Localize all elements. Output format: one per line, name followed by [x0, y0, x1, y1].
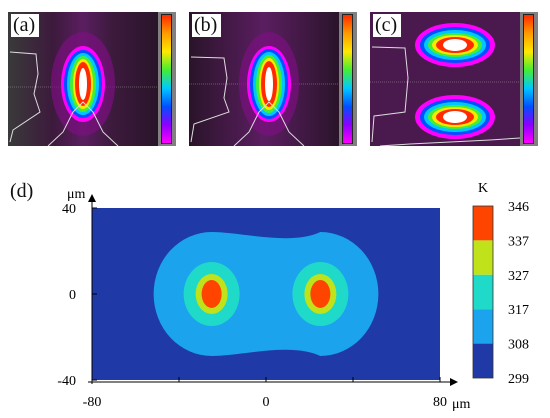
temperature-heatmap: -80 0 80 40 0 -40 μm μm K 346 337 327 317 308 299	[57, 181, 529, 412]
colorbar-tick-label: 299	[508, 372, 529, 387]
y-tick-label: 0	[69, 288, 76, 303]
thermal-image-a	[8, 12, 158, 146]
colorbar-a	[161, 14, 172, 144]
x-axis-unit: μm	[452, 397, 471, 412]
panel-label-c: (c)	[373, 14, 402, 37]
contour-337-346-spot-2	[310, 280, 331, 308]
colorbar-segment	[473, 274, 493, 310]
x-tick-label: 80	[433, 395, 447, 410]
colorbar-tick-label: 346	[508, 200, 529, 215]
colorbar-c	[523, 14, 534, 144]
contour-337-346-spot-1	[201, 280, 222, 308]
y-axis-unit: μm	[67, 187, 86, 202]
panel-label-a: (a)	[11, 14, 40, 37]
x-tick-label: 0	[263, 395, 270, 410]
colorbar-tick-label: 327	[508, 269, 529, 284]
panel-label-d: (d)	[10, 180, 34, 202]
hot-spot-bottom	[415, 95, 495, 139]
colorbar-unit: K	[478, 181, 488, 196]
colorbar-tick-label: 337	[508, 234, 529, 249]
colorbar-b	[342, 14, 353, 144]
x-tick-label: -80	[83, 395, 102, 410]
thermal-panel-b: (b)	[189, 12, 357, 146]
colorbar-border	[472, 205, 494, 379]
colorbar-segment	[473, 343, 493, 378]
temperature-colorbar: 346 337 327 317 308 299	[472, 200, 529, 387]
colorbar-tick-label: 317	[508, 303, 529, 318]
colorbar-tick-label: 308	[508, 338, 529, 353]
thermal-panel-a: (a)	[8, 12, 176, 146]
y-tick-label: -40	[57, 374, 76, 389]
colorbar-segment	[473, 309, 493, 344]
hot-spot-top	[415, 23, 495, 67]
panel-label-b: (b)	[192, 14, 222, 37]
y-tick-label: 40	[62, 202, 76, 217]
temperature-contours	[153, 232, 379, 356]
colorbar-segment	[473, 240, 493, 275]
x-axis-arrow	[450, 378, 458, 386]
thermal-panel-c: (c)	[370, 12, 538, 146]
colorbar-segment	[473, 206, 493, 241]
y-axis-arrow	[88, 194, 96, 202]
axis-ticks: -80 0 80 40 0 -40	[57, 202, 447, 410]
